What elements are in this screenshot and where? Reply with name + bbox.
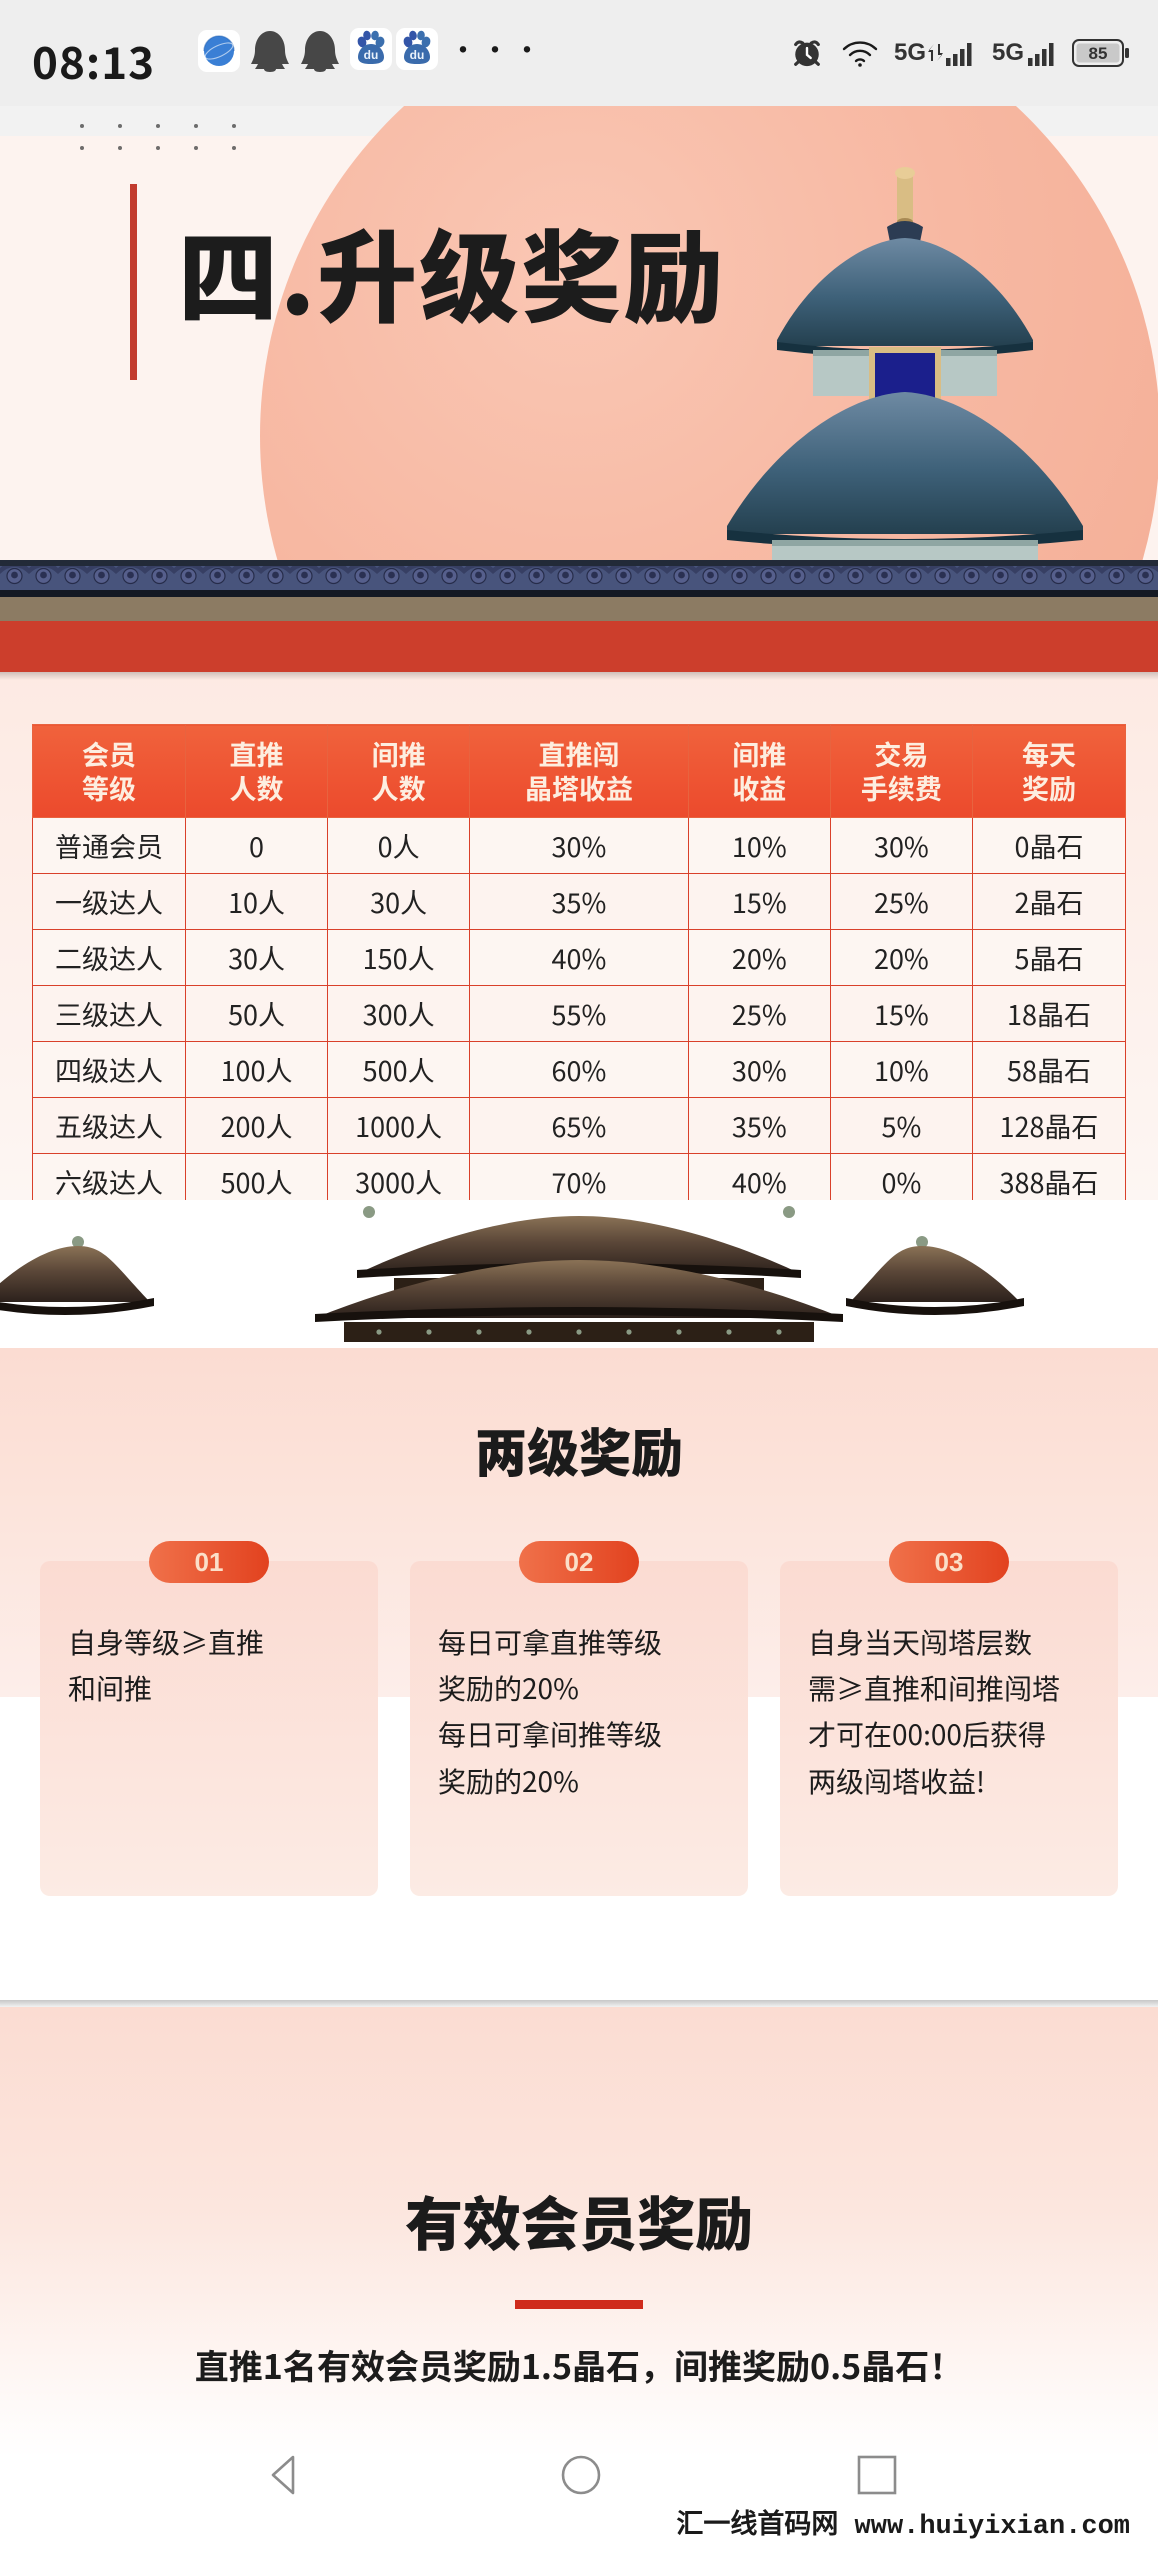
svg-text:du: du: [364, 48, 379, 62]
svg-text:du: du: [410, 48, 425, 62]
svg-text:85: 85: [1089, 44, 1108, 63]
